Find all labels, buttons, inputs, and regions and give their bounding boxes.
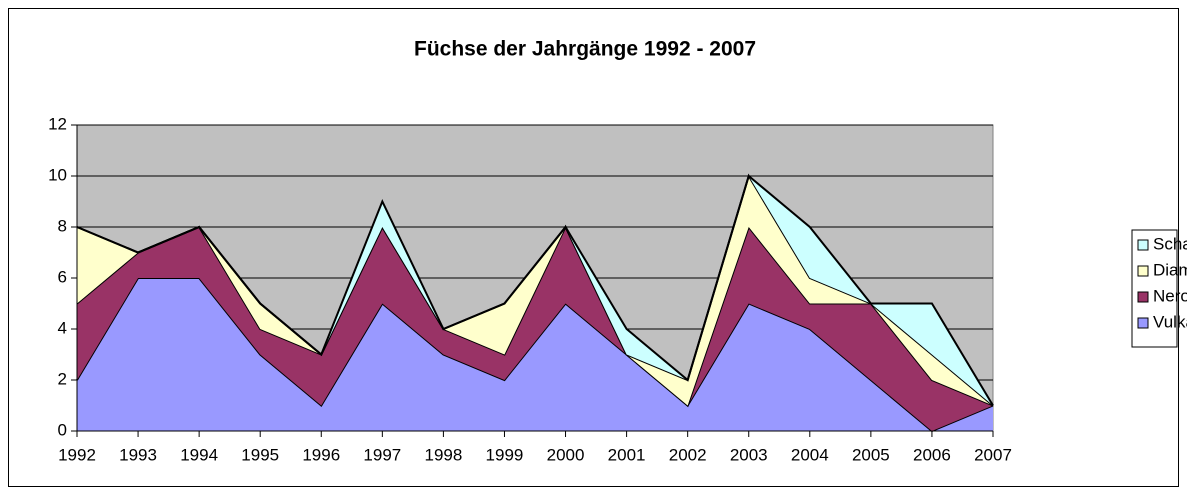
x-tick-label: 2002 xyxy=(669,445,707,464)
y-tick-label: 2 xyxy=(58,369,67,388)
legend-label: Schaunitz xyxy=(1153,234,1187,253)
x-tick-label: 2006 xyxy=(913,445,951,464)
y-tick-label: 12 xyxy=(48,114,67,133)
y-tick-label: 8 xyxy=(58,216,67,235)
area-top-line xyxy=(76,174,994,407)
x-tick-label: 1992 xyxy=(58,445,96,464)
legend-swatch xyxy=(1137,291,1149,303)
x-tick-label: 1994 xyxy=(180,445,218,464)
x-tick-label: 1999 xyxy=(486,445,524,464)
x-tick-label: 1995 xyxy=(241,445,279,464)
legend-swatch xyxy=(1137,239,1149,251)
x-tick-label: 2004 xyxy=(791,445,829,464)
y-tick-label: 6 xyxy=(58,267,67,286)
y-tick-label: 10 xyxy=(48,165,67,184)
y-tick-label: 0 xyxy=(58,420,67,439)
x-tick-label: 2007 xyxy=(974,445,1012,464)
legend-label: Vulkan xyxy=(1153,312,1187,331)
x-tick-label: 1997 xyxy=(363,445,401,464)
area xyxy=(77,227,993,431)
area xyxy=(77,176,993,406)
x-tick-label: 1998 xyxy=(424,445,462,464)
legend-label: Diamant xyxy=(1153,260,1187,279)
x-tick-label: 2000 xyxy=(547,445,585,464)
x-tick-label: 2003 xyxy=(730,445,768,464)
y-tick-label: 4 xyxy=(58,318,67,337)
chart-title: Füchse der Jahrgänge 1992 - 2007 xyxy=(414,38,756,61)
x-tick-label: 1996 xyxy=(302,445,340,464)
legend-label: Nero xyxy=(1153,286,1187,305)
x-tick-label: 2001 xyxy=(608,445,646,464)
x-tick-label: 1993 xyxy=(119,445,157,464)
legend-swatch xyxy=(1137,317,1149,329)
x-tick-label: 2005 xyxy=(852,445,890,464)
legend-swatch xyxy=(1137,265,1149,277)
